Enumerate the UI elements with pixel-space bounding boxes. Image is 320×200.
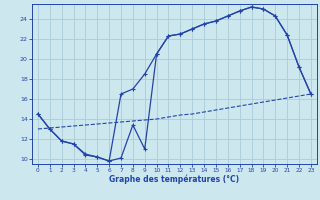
X-axis label: Graphe des températures (°C): Graphe des températures (°C) bbox=[109, 175, 239, 184]
